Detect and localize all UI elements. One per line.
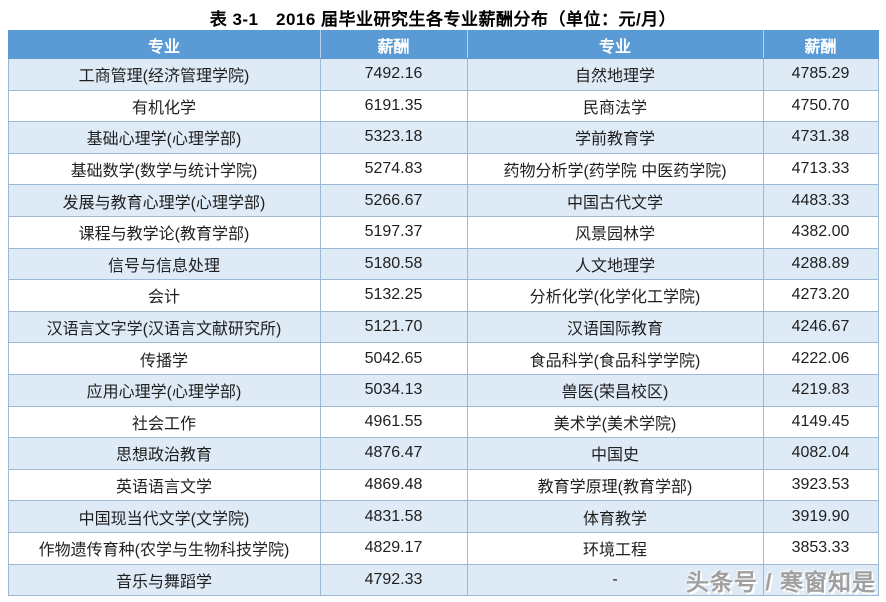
salary-cell-right: 3923.53 — [762, 468, 879, 502]
salary-cell-left: 7492.16 — [319, 58, 468, 91]
salary-cell-left: 6191.35 — [319, 89, 468, 123]
major-cell-left: 中国现当代文学(文学院) — [7, 500, 321, 533]
major-cell-right: 中国古代文学 — [466, 184, 764, 217]
major-cell-right: 民商法学 — [466, 89, 764, 123]
table-body: 工商管理(经济管理学院) 7492.16 自然地理学 4785.29 有机化学 6191.… — [7, 58, 879, 597]
major-cell-left: 音乐与舞蹈学 — [7, 563, 321, 597]
major-cell-right: 美术学(美术学院) — [466, 405, 764, 439]
major-cell-right: 食品科学(食品科学学院) — [466, 342, 764, 375]
major-cell-left: 思想政治教育 — [7, 437, 321, 470]
salary-cell-right: 4222.06 — [762, 342, 879, 375]
major-cell-right: - — [466, 563, 764, 597]
table-header: 专业 薪酬 专业 薪酬 — [7, 30, 879, 59]
salary-cell-right: 4731.38 — [762, 121, 879, 154]
salary-cell-left: 5042.65 — [319, 342, 468, 375]
salary-cell-right: 4483.33 — [762, 184, 879, 217]
major-cell-left: 基础心理学(心理学部) — [7, 121, 321, 154]
table-row: 社会工作 4961.55 美术学(美术学院) 4149.45 — [7, 405, 879, 439]
major-cell-right: 教育学原理(教育学部) — [466, 468, 764, 502]
major-cell-left: 汉语言文字学(汉语言文献研究所) — [7, 310, 321, 344]
salary-cell-left: 5197.37 — [319, 215, 468, 249]
major-cell-right: 中国史 — [466, 437, 764, 470]
table-row: 发展与教育心理学(心理学部) 5266.67 中国古代文学 4483.33 — [7, 184, 879, 217]
major-cell-right: 体育教学 — [466, 500, 764, 533]
salary-cell-right — [762, 563, 879, 597]
major-cell-right: 风景园林学 — [466, 215, 764, 249]
major-cell-left: 英语语言文学 — [7, 468, 321, 502]
table-row: 基础心理学(心理学部) 5323.18 学前教育学 4731.38 — [7, 121, 879, 154]
major-cell-left: 作物遗传育种(农学与生物科技学院) — [7, 531, 321, 565]
table-row: 应用心理学(心理学部) 5034.13 兽医(荣昌校区) 4219.83 — [7, 373, 879, 407]
table-row: 课程与教学论(教育学部) 5197.37 风景园林学 4382.00 — [7, 215, 879, 249]
salary-cell-right: 4246.67 — [762, 310, 879, 344]
salary-cell-left: 4961.55 — [319, 405, 468, 439]
major-cell-right: 自然地理学 — [466, 58, 764, 91]
salary-cell-right: 4382.00 — [762, 215, 879, 249]
table-row: 基础数学(数学与统计学院) 5274.83 药物分析学(药学院 中医药学院) 4713… — [7, 152, 879, 186]
major-cell-left: 基础数学(数学与统计学院) — [7, 152, 321, 186]
major-cell-right: 分析化学(化学化工学院) — [466, 279, 764, 312]
salary-cell-left: 4831.58 — [319, 500, 468, 533]
salary-cell-left: 5034.13 — [319, 373, 468, 407]
major-cell-left: 会计 — [7, 279, 321, 312]
salary-cell-left: 4876.47 — [319, 437, 468, 470]
salary-cell-left: 5132.25 — [319, 279, 468, 312]
salary-table: 专业 薪酬 专业 薪酬 工商管理(经济管理学院) 7492.16 自然地理学 4785… — [7, 30, 879, 597]
salary-cell-right: 4149.45 — [762, 405, 879, 439]
salary-cell-left: 4869.48 — [319, 468, 468, 502]
table-row: 传播学 5042.65 食品科学(食品科学学院) 4222.06 — [7, 342, 879, 375]
table-row: 汉语言文字学(汉语言文献研究所) 5121.70 汉语国际教育 4246.67 — [7, 310, 879, 344]
salary-cell-right: 4750.70 — [762, 89, 879, 123]
major-cell-right: 学前教育学 — [466, 121, 764, 154]
salary-cell-right: 4288.89 — [762, 247, 879, 281]
major-cell-right: 人文地理学 — [466, 247, 764, 281]
salary-cell-right: 3919.90 — [762, 500, 879, 533]
salary-cell-right: 4785.29 — [762, 58, 879, 91]
table-row: 中国现当代文学(文学院) 4831.58 体育教学 3919.90 — [7, 500, 879, 533]
major-cell-left: 发展与教育心理学(心理学部) — [7, 184, 321, 217]
salary-cell-left: 5121.70 — [319, 310, 468, 344]
salary-cell-right: 4219.83 — [762, 373, 879, 407]
table-row: 思想政治教育 4876.47 中国史 4082.04 — [7, 437, 879, 470]
major-cell-left: 社会工作 — [7, 405, 321, 439]
header-row: 专业 薪酬 专业 薪酬 — [7, 30, 879, 59]
major-cell-left: 传播学 — [7, 342, 321, 375]
major-cell-right: 汉语国际教育 — [466, 310, 764, 344]
header-major-left: 专业 — [7, 30, 321, 59]
salary-cell-right: 3853.33 — [762, 531, 879, 565]
major-cell-left: 应用心理学(心理学部) — [7, 373, 321, 407]
salary-cell-left: 5323.18 — [319, 121, 468, 154]
table-row: 作物遗传育种(农学与生物科技学院) 4829.17 环境工程 3853.33 — [7, 531, 879, 565]
table-caption: 表 3-1 2016 届毕业研究生各专业薪酬分布（单位：元/月） — [209, 10, 677, 29]
major-cell-right: 兽医(荣昌校区) — [466, 373, 764, 407]
table-row: 会计 5132.25 分析化学(化学化工学院) 4273.20 — [7, 279, 879, 312]
table-row: 工商管理(经济管理学院) 7492.16 自然地理学 4785.29 — [7, 58, 879, 91]
table-row: 有机化学 6191.35 民商法学 4750.70 — [7, 89, 879, 123]
salary-cell-left: 5266.67 — [319, 184, 468, 217]
major-cell-right: 药物分析学(药学院 中医药学院) — [466, 152, 764, 186]
salary-cell-right: 4082.04 — [762, 437, 879, 470]
major-cell-right: 环境工程 — [466, 531, 764, 565]
table-row: 音乐与舞蹈学 4792.33- — [7, 563, 879, 597]
header-salary-left: 薪酬 — [319, 30, 468, 59]
salary-cell-right: 4713.33 — [762, 152, 879, 186]
header-salary-right: 薪酬 — [762, 30, 879, 59]
major-cell-left: 工商管理(经济管理学院) — [7, 58, 321, 91]
major-cell-left: 课程与教学论(教育学部) — [7, 215, 321, 249]
table-row: 英语语言文学 4869.48 教育学原理(教育学部) 3923.53 — [7, 468, 879, 502]
salary-cell-right: 4273.20 — [762, 279, 879, 312]
salary-cell-left: 5180.58 — [319, 247, 468, 281]
major-cell-left: 有机化学 — [7, 89, 321, 123]
salary-cell-left: 4792.33 — [319, 563, 468, 597]
major-cell-left: 信号与信息处理 — [7, 247, 321, 281]
salary-cell-left: 4829.17 — [319, 531, 468, 565]
header-major-right: 专业 — [466, 30, 764, 59]
table-row: 信号与信息处理 5180.58 人文地理学 4288.89 — [7, 247, 879, 281]
salary-cell-left: 5274.83 — [319, 152, 468, 186]
